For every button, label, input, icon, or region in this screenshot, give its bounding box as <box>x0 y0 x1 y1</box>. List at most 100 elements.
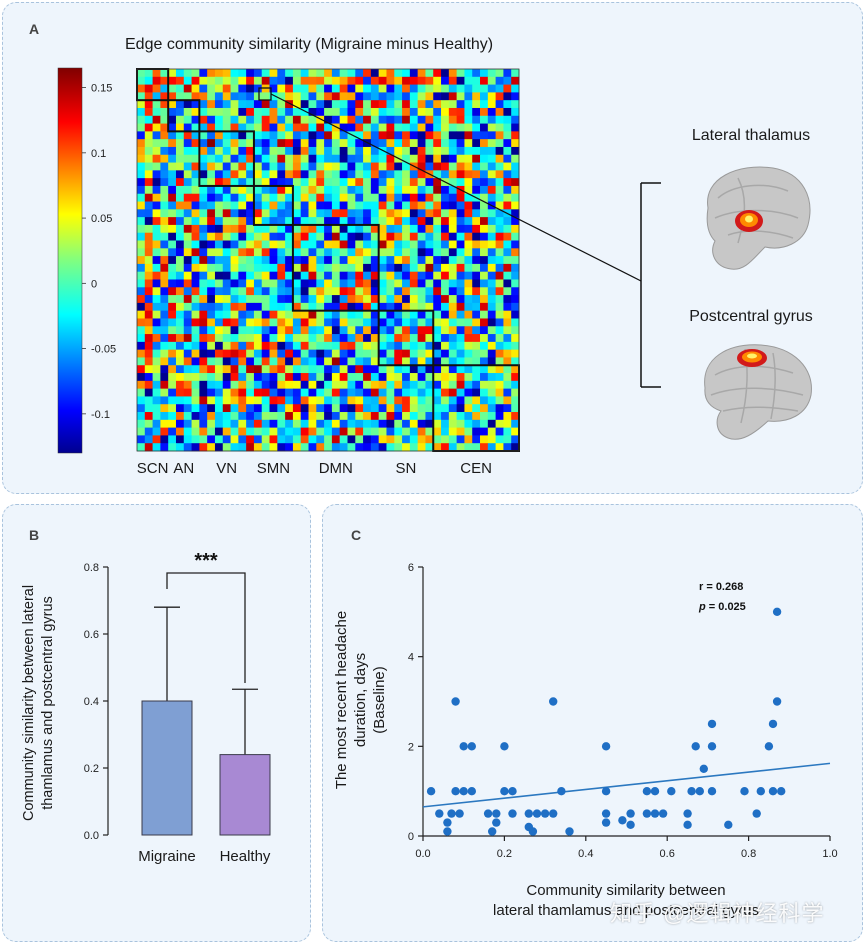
heatmap-cell <box>222 334 231 343</box>
heatmap-cell <box>199 419 208 429</box>
watermark: 知乎 @逻辑神经科学 <box>610 901 825 926</box>
heatmap-cell <box>230 334 239 343</box>
heatmap-cell <box>144 131 153 140</box>
heatmap-cell <box>191 100 200 109</box>
heatmap-cell <box>425 318 434 327</box>
heatmap-cell <box>222 100 231 109</box>
heatmap-cell <box>168 357 177 366</box>
heatmap-cell <box>417 100 426 109</box>
heatmap-cell <box>339 412 348 421</box>
heatmap-cell <box>175 443 185 452</box>
heatmap-cell <box>386 69 395 78</box>
heatmap-cell <box>199 92 208 101</box>
network-label-smn: SMN <box>257 460 290 477</box>
heatmap-cell <box>409 154 419 163</box>
heatmap-cell <box>370 287 380 296</box>
heatmap-cell <box>285 435 294 444</box>
heatmap-cell <box>277 217 286 226</box>
heatmap-cell <box>238 107 247 117</box>
brain-postcentral-image <box>704 344 812 440</box>
heatmap-cell <box>386 263 395 273</box>
heatmap-cell <box>394 318 403 327</box>
heatmap-cell <box>292 287 302 296</box>
heatmap-cell <box>214 419 224 429</box>
y-tick-label: 2 <box>408 741 414 753</box>
heatmap-cell <box>214 302 224 312</box>
heatmap-cell <box>277 154 286 163</box>
heatmap-cell <box>417 263 426 273</box>
heatmap-cell <box>175 162 185 171</box>
heatmap-cell <box>308 76 317 85</box>
heatmap-cell <box>394 380 403 390</box>
heatmap-cell <box>480 295 489 304</box>
heatmap-cell <box>207 388 216 397</box>
heatmap-cell <box>152 295 161 304</box>
heatmap-cell <box>456 310 465 319</box>
heatmap-cell <box>269 373 278 382</box>
scatter-point <box>695 787 704 796</box>
heatmap-cell <box>425 279 434 288</box>
scatter-point <box>691 742 700 751</box>
heatmap-cell <box>417 271 426 280</box>
scatter-point <box>451 787 460 796</box>
heatmap-cell <box>433 380 442 390</box>
colorbar <box>57 67 83 454</box>
heatmap-cell <box>363 209 372 218</box>
heatmap-cell <box>503 201 512 210</box>
heatmap-cell <box>433 388 442 397</box>
network-label-sn: SN <box>396 460 417 477</box>
heatmap-cell <box>261 263 270 273</box>
heatmap-cell <box>246 271 255 280</box>
heatmap-cell <box>487 295 497 304</box>
heatmap-cell <box>425 373 434 382</box>
heatmap-cell <box>355 115 364 124</box>
heatmap-cell <box>378 201 387 210</box>
heatmap-cell <box>292 201 302 210</box>
heatmap-cell <box>238 287 247 296</box>
colorbar-tick-label: 0.15 <box>91 83 112 95</box>
heatmap-cell <box>487 349 497 358</box>
heatmap-cell <box>347 349 356 358</box>
heatmap-cell <box>472 84 481 93</box>
heatmap-cell <box>137 256 146 265</box>
heatmap-cell <box>207 443 216 452</box>
heatmap-cell <box>472 185 481 195</box>
heatmap-cell <box>339 404 348 413</box>
heatmap-cell <box>441 263 450 273</box>
heatmap-cell <box>402 310 411 319</box>
heatmap-cell <box>472 302 481 312</box>
heatmap-cell <box>308 380 317 390</box>
heatmap-cell <box>355 287 364 296</box>
heatmap-cell <box>137 146 146 156</box>
heatmap-cell <box>324 310 333 319</box>
heatmap-cell <box>370 279 380 288</box>
heatmap-cell <box>448 404 458 413</box>
heatmap-cell <box>441 334 450 343</box>
heatmap-cell <box>386 248 395 257</box>
heatmap-cell <box>277 388 286 397</box>
heatmap-cell <box>277 84 286 93</box>
heatmap-cell <box>456 193 465 202</box>
heatmap-cell <box>246 326 255 335</box>
heatmap-cell <box>269 170 278 179</box>
heatmap-cell <box>331 279 341 288</box>
heatmap-cell <box>386 84 395 93</box>
heatmap-cell <box>441 139 450 148</box>
heatmap-cell <box>277 443 286 452</box>
network-block <box>167 99 201 133</box>
heatmap-cell <box>300 349 309 358</box>
heatmap-cell <box>277 107 286 117</box>
heatmap-cell <box>409 248 419 257</box>
heatmap-cell <box>292 427 302 436</box>
heatmap-cell <box>183 326 192 335</box>
heatmap-cell <box>222 201 231 210</box>
heatmap-cell <box>144 100 153 109</box>
heatmap-cell <box>464 357 473 366</box>
heatmap-cell <box>339 232 348 241</box>
heatmap-cell <box>175 412 185 421</box>
heatmap-cell <box>448 193 458 202</box>
scatter-point <box>508 809 517 818</box>
heatmap-cell <box>175 373 185 382</box>
heatmap-cell <box>199 248 208 257</box>
heatmap-cell <box>183 162 192 171</box>
